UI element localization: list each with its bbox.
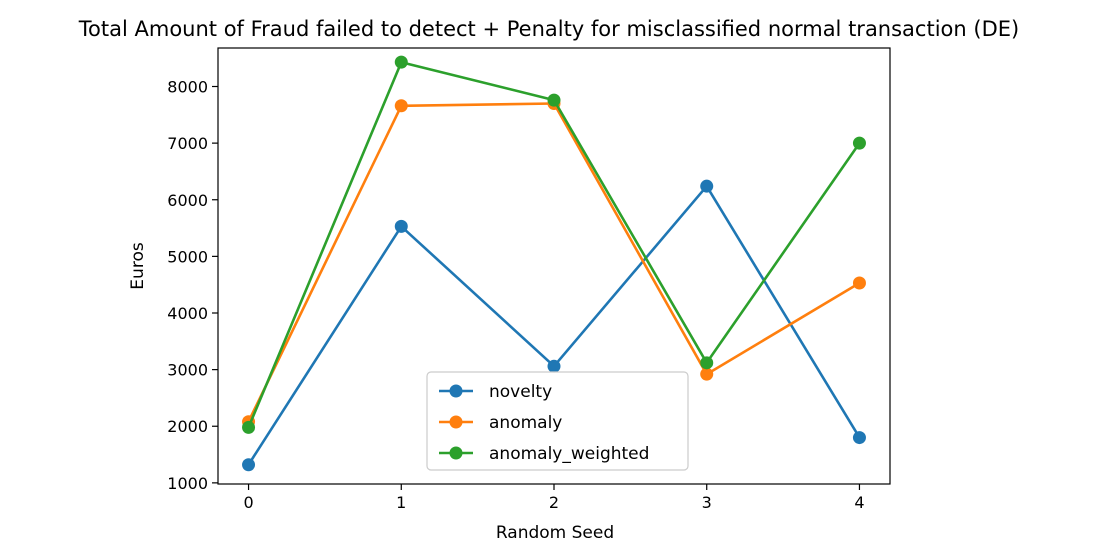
data-point-novelty: [700, 179, 714, 193]
legend-label-anomaly-weighted: anomaly_weighted: [489, 444, 649, 464]
y-tick-label: 8000: [167, 78, 208, 97]
legend-label-anomaly: anomaly: [489, 413, 562, 433]
legend-marker-anomaly: [449, 415, 463, 429]
y-tick-label: 4000: [167, 304, 208, 323]
data-point-anomaly-weighted: [700, 356, 714, 370]
x-axis-label: Random Seed: [496, 523, 614, 543]
plot-area: 0 1 2 3 4 1000 2000 3000 4000 5000 6000 7000 8000: [167, 47, 891, 512]
x-tick-label: 0: [243, 493, 253, 512]
y-tick-label: 6000: [167, 191, 208, 210]
x-tick-label: 2: [549, 493, 559, 512]
data-point-novelty: [242, 458, 256, 472]
legend-marker-anomaly-weighted: [449, 446, 463, 460]
y-tick-label: 7000: [167, 134, 208, 153]
data-point-anomaly-weighted: [852, 136, 866, 150]
data-point-anomaly-weighted: [242, 420, 256, 434]
legend: novelty anomaly anomaly_weighted: [426, 371, 689, 471]
x-tick-label: 1: [396, 493, 406, 512]
y-axis-label: Euros: [128, 242, 148, 290]
chart-title: Total Amount of Fraud failed to detect +…: [78, 17, 1019, 41]
data-point-anomaly-weighted: [394, 55, 408, 69]
data-point-novelty: [852, 431, 866, 445]
data-point-anomaly: [700, 367, 714, 381]
data-point-anomaly: [394, 99, 408, 113]
data-point-novelty: [547, 359, 561, 373]
x-tick-label: 4: [854, 493, 864, 512]
y-tick-label: 2000: [167, 417, 208, 436]
data-point-anomaly-weighted: [547, 93, 561, 107]
data-point-anomaly: [852, 276, 866, 290]
data-point-novelty: [394, 219, 408, 233]
legend-label-novelty: novelty: [489, 382, 552, 402]
x-tick-label: 3: [702, 493, 712, 512]
y-tick-label: 5000: [167, 247, 208, 266]
y-tick-label: 3000: [167, 361, 208, 380]
legend-box: [426, 371, 689, 471]
legend-marker-novelty: [449, 384, 463, 398]
y-tick-label: 1000: [167, 474, 208, 493]
